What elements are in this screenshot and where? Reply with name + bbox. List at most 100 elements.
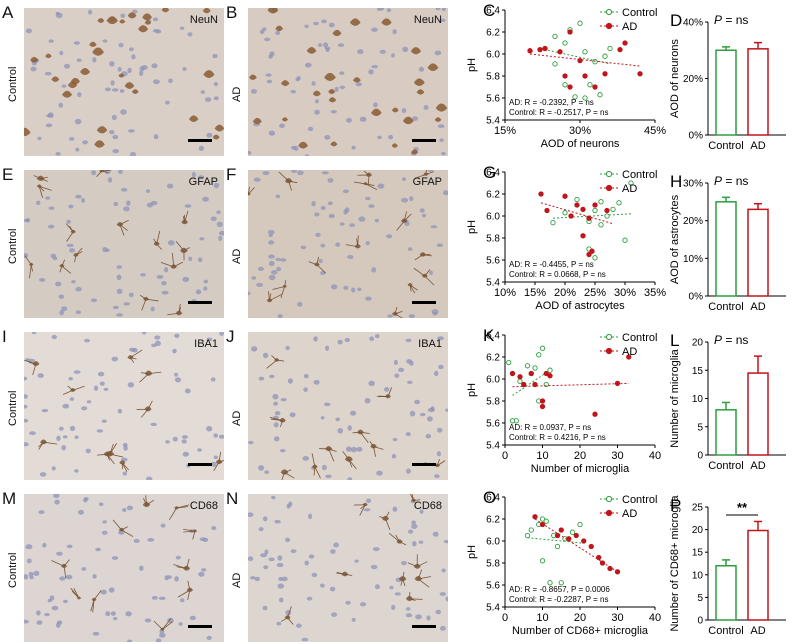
panel-letter-i: I: [2, 327, 7, 346]
y-axis-label: AOD of neurons: [669, 39, 681, 118]
y-tick-label: 5.6: [486, 581, 500, 592]
fit-line-ad: [529, 53, 641, 67]
data-point-ad: [607, 565, 613, 572]
y-tick-label: 6.2: [486, 190, 500, 201]
data-point-ad: [539, 521, 546, 528]
y-tick-label: 10: [692, 394, 704, 405]
legend-label-ad: AD: [622, 21, 637, 33]
x-tick-label: 25%: [584, 287, 606, 299]
data-point-ad: [586, 215, 592, 221]
panel-letter-g: G: [483, 163, 496, 182]
data-point-control: [562, 82, 568, 88]
data-point-control: [604, 213, 610, 219]
data-point-ad: [567, 84, 573, 90]
data-point-ad: [558, 527, 564, 533]
x-tick-label: 40: [649, 612, 661, 624]
data-point-ad: [617, 46, 623, 53]
data-point-control: [597, 92, 603, 98]
micrograph-b: NeuN: [248, 8, 448, 156]
data-point-control: [552, 61, 558, 67]
y-axis-label: pH: [466, 220, 478, 234]
stat-annotation: Control: R = -0.2287, P = ns: [509, 595, 608, 604]
group-label-n: AD: [231, 572, 243, 588]
y-tick-label: 6.0: [486, 537, 500, 548]
data-point-ad: [626, 354, 632, 360]
legend-label-ad: AD: [622, 346, 637, 358]
data-point-control: [562, 210, 568, 216]
data-point-control: [582, 49, 588, 55]
category-label: Control: [708, 301, 743, 313]
y-axis-label: AOD of astrocytes: [669, 194, 681, 284]
group-label-m: Control: [7, 552, 19, 588]
y-tick-label: 5.6: [486, 256, 500, 267]
data-point-ad: [568, 213, 574, 219]
fit-line-ad: [540, 202, 614, 225]
data-point-control: [602, 53, 608, 59]
data-point-control: [528, 370, 534, 377]
stain-label-n: CD68: [413, 500, 442, 512]
data-point-ad: [517, 374, 523, 380]
panel-letter-c: C: [483, 1, 495, 20]
data-point-ad: [539, 403, 546, 410]
y-tick-label: 6.2: [486, 515, 500, 526]
panel-letter-j: J: [226, 327, 235, 346]
data-point-ad: [557, 49, 563, 55]
data-point-ad: [527, 48, 533, 54]
legend-marker: [605, 22, 613, 30]
data-point-ad: [539, 398, 546, 404]
y-tick-label: 5.6: [486, 419, 500, 430]
legend-label-control: Control: [622, 332, 657, 344]
stat-annotation: Control: R = 0.0668, P = ns: [509, 270, 606, 279]
data-point-ad: [528, 370, 534, 377]
fit-line-control: [527, 537, 584, 544]
legend-label-control: Control: [622, 7, 657, 19]
data-point-ad: [602, 71, 608, 77]
y-tick-label: 5.8: [486, 559, 500, 570]
data-point-ad: [566, 536, 572, 542]
scale-bar: [412, 301, 436, 304]
stain-label-e: GFAP: [188, 176, 218, 188]
data-point-control: [577, 521, 583, 528]
micrograph-f: GFAP: [248, 170, 448, 318]
panel-letter-k: K: [483, 326, 495, 345]
data-point-ad: [589, 248, 595, 254]
panel-letter-p: P: [670, 496, 681, 515]
y-tick-label: 6.4: [486, 168, 500, 179]
y-tick-label: 6.2: [486, 353, 500, 364]
data-point-control: [506, 359, 512, 366]
y-tick-label: 6.2: [486, 28, 500, 39]
data-point-control: [509, 370, 516, 377]
data-point-control: [607, 45, 613, 52]
chart-d: D 0% 20% 40%AOD of neurons Control AD P = ns: [669, 11, 786, 152]
panel-letter-o: O: [483, 488, 496, 507]
y-tick-label: 20%: [683, 216, 703, 227]
panel-letter-h: H: [670, 172, 682, 191]
group-label-i: Control: [7, 390, 19, 426]
y-tick-label: 20: [692, 525, 704, 536]
legend-marker: [605, 184, 613, 192]
data-point-ad: [596, 554, 602, 561]
data-point-control: [622, 237, 628, 243]
x-tick-label: 35%: [644, 287, 666, 299]
y-tick-label: 5.8: [486, 397, 500, 408]
chart-g: G 5.4 5.6 5.8 6.0 6.2 6.4 10% 15% 20% 25% 30% 35% AOD…: [466, 163, 666, 312]
scale-bar: [412, 625, 436, 628]
scale-bar: [412, 139, 436, 142]
x-tick-label: 30%: [569, 125, 591, 137]
scale-bar: [188, 625, 212, 628]
y-axis-label: Number of CD68+ microglia: [669, 495, 681, 632]
x-tick-label: 15%: [494, 125, 516, 137]
category-label: Control: [708, 460, 743, 472]
y-tick-label: 0: [697, 451, 703, 462]
legend-label-control: Control: [622, 169, 657, 181]
x-axis-label: AOD of astrocytes: [535, 300, 625, 312]
data-point-control: [616, 200, 622, 206]
x-tick-label: 0: [502, 450, 508, 462]
x-tick-label: 30: [611, 612, 623, 624]
stain-label-f: GFAP: [412, 176, 442, 188]
data-point-control: [567, 27, 573, 33]
y-tick-label: 5.4: [486, 116, 500, 127]
data-point-ad: [509, 370, 516, 377]
fit-line-control: [552, 213, 632, 219]
